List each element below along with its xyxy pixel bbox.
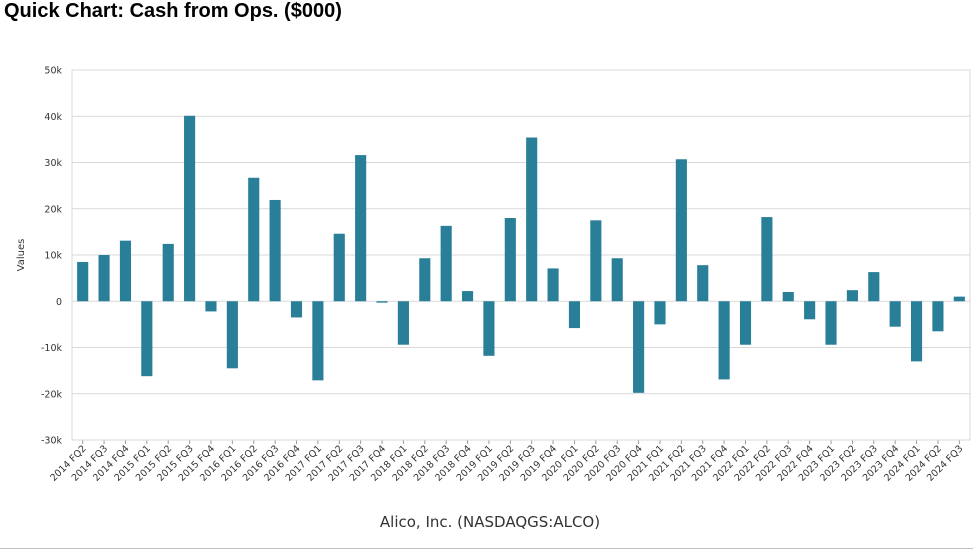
bar [98,255,110,302]
bar [953,296,965,302]
bar [333,233,345,302]
bar [141,301,153,377]
bar [889,301,901,327]
chart-title: Quick Chart: Cash from Ops. ($000) [4,0,342,22]
bar [483,301,495,356]
bar [526,137,538,302]
bar [77,261,89,302]
bar [119,240,132,302]
bar [419,258,431,302]
bar [654,301,666,325]
bar [440,225,452,302]
bar [846,290,858,302]
bar [269,199,281,302]
bar [633,301,645,393]
y-tick-label: 50k [44,66,62,77]
y-axis-label: Values [16,239,27,272]
bar [804,301,816,320]
y-tick-label: 10k [44,251,62,262]
bar [504,218,516,302]
y-tick-label: 30k [44,158,62,169]
chart-caption: Alico, Inc. (NASDAQGS:ALCO) [380,513,600,531]
bar [226,301,238,369]
bar [761,217,773,302]
y-tick-label: 0 [56,297,62,308]
bar [248,177,260,302]
bar [355,155,367,302]
bar [590,220,602,302]
bar [932,301,944,332]
bar [376,301,388,303]
bar [397,301,409,345]
y-axis-ticks: 50k 40k 30k 20k 10k 0 -10k -20k -30k [41,66,63,447]
bar [312,301,324,381]
bar [547,268,559,302]
bar [184,115,196,302]
gridlines [72,69,970,441]
bar [611,258,623,302]
bar [675,159,687,302]
bar [782,292,794,302]
y-tick-label: -20k [41,389,63,400]
bar [739,301,752,345]
y-tick-label: -30k [41,436,63,447]
bar [205,301,217,312]
bar [825,301,837,345]
plot-frame [71,69,971,441]
bar [568,301,581,329]
bar [868,272,880,302]
bar [718,301,730,380]
bars [77,115,965,393]
bottom-divider [0,548,973,549]
bar [697,265,709,302]
bar [910,301,923,362]
bar [290,301,303,318]
y-tick-label: 20k [44,204,62,215]
y-tick-label: -10k [41,343,63,354]
y-tick-label: 40k [44,112,62,123]
bar [162,243,174,302]
bar [461,291,474,302]
